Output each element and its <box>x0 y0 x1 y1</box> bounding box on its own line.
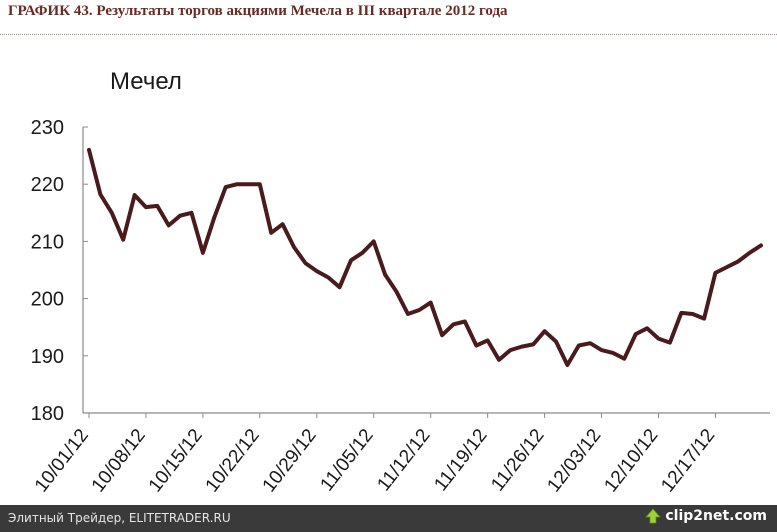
clip2net-logo[interactable]: clip2net.com <box>645 508 767 524</box>
series-layer <box>87 147 763 367</box>
x-tick-label: 11/12/12 <box>373 425 434 495</box>
x-tick-label: 10/01/12 <box>31 425 93 496</box>
y-tick-label: 220 <box>31 174 64 196</box>
y-tick-label: 230 <box>31 117 64 139</box>
line-chart: 180 190 200 210 220 230 10/01/1210/08/1210/15/… <box>31 68 770 496</box>
footer-bar: Элитный Трейдер, ELITETRADER.RU clip2net… <box>0 505 777 532</box>
x-tick-label: 11/26/12 <box>487 425 548 495</box>
y-tick-label: 190 <box>31 346 64 368</box>
x-tick-label: 10/29/12 <box>259 425 321 496</box>
title-divider <box>0 34 777 35</box>
x-tick-label: 11/19/12 <box>430 425 491 495</box>
x-tick-label: 12/03/12 <box>543 425 605 496</box>
x-tick-label: 12/17/12 <box>657 425 719 496</box>
chart-title: ГРАФИК 43. Результаты торгов акциями Меч… <box>8 3 508 19</box>
x-tick-label: 10/08/12 <box>88 425 150 496</box>
y-tick-label: 210 <box>31 231 64 253</box>
x-tick-label: 10/15/12 <box>145 425 207 496</box>
series-line <box>87 147 763 367</box>
x-tick-label: 12/10/12 <box>600 425 662 496</box>
x-tick-label: 11/05/12 <box>316 425 377 495</box>
tick-labels: 180 190 200 210 220 230 10/01/1210/08/1210/15/… <box>31 117 720 496</box>
x-tick-label: 10/22/12 <box>202 425 264 496</box>
axes <box>82 126 770 418</box>
upload-arrow-icon <box>645 508 662 524</box>
series-label: Мечел <box>110 68 182 95</box>
y-tick-label: 200 <box>31 289 64 311</box>
footer-source: Элитный Трейдер, ELITETRADER.RU <box>8 511 231 525</box>
y-tick-label: 180 <box>31 403 64 425</box>
clip2net-logo-text: clip2net.com <box>665 508 767 524</box>
